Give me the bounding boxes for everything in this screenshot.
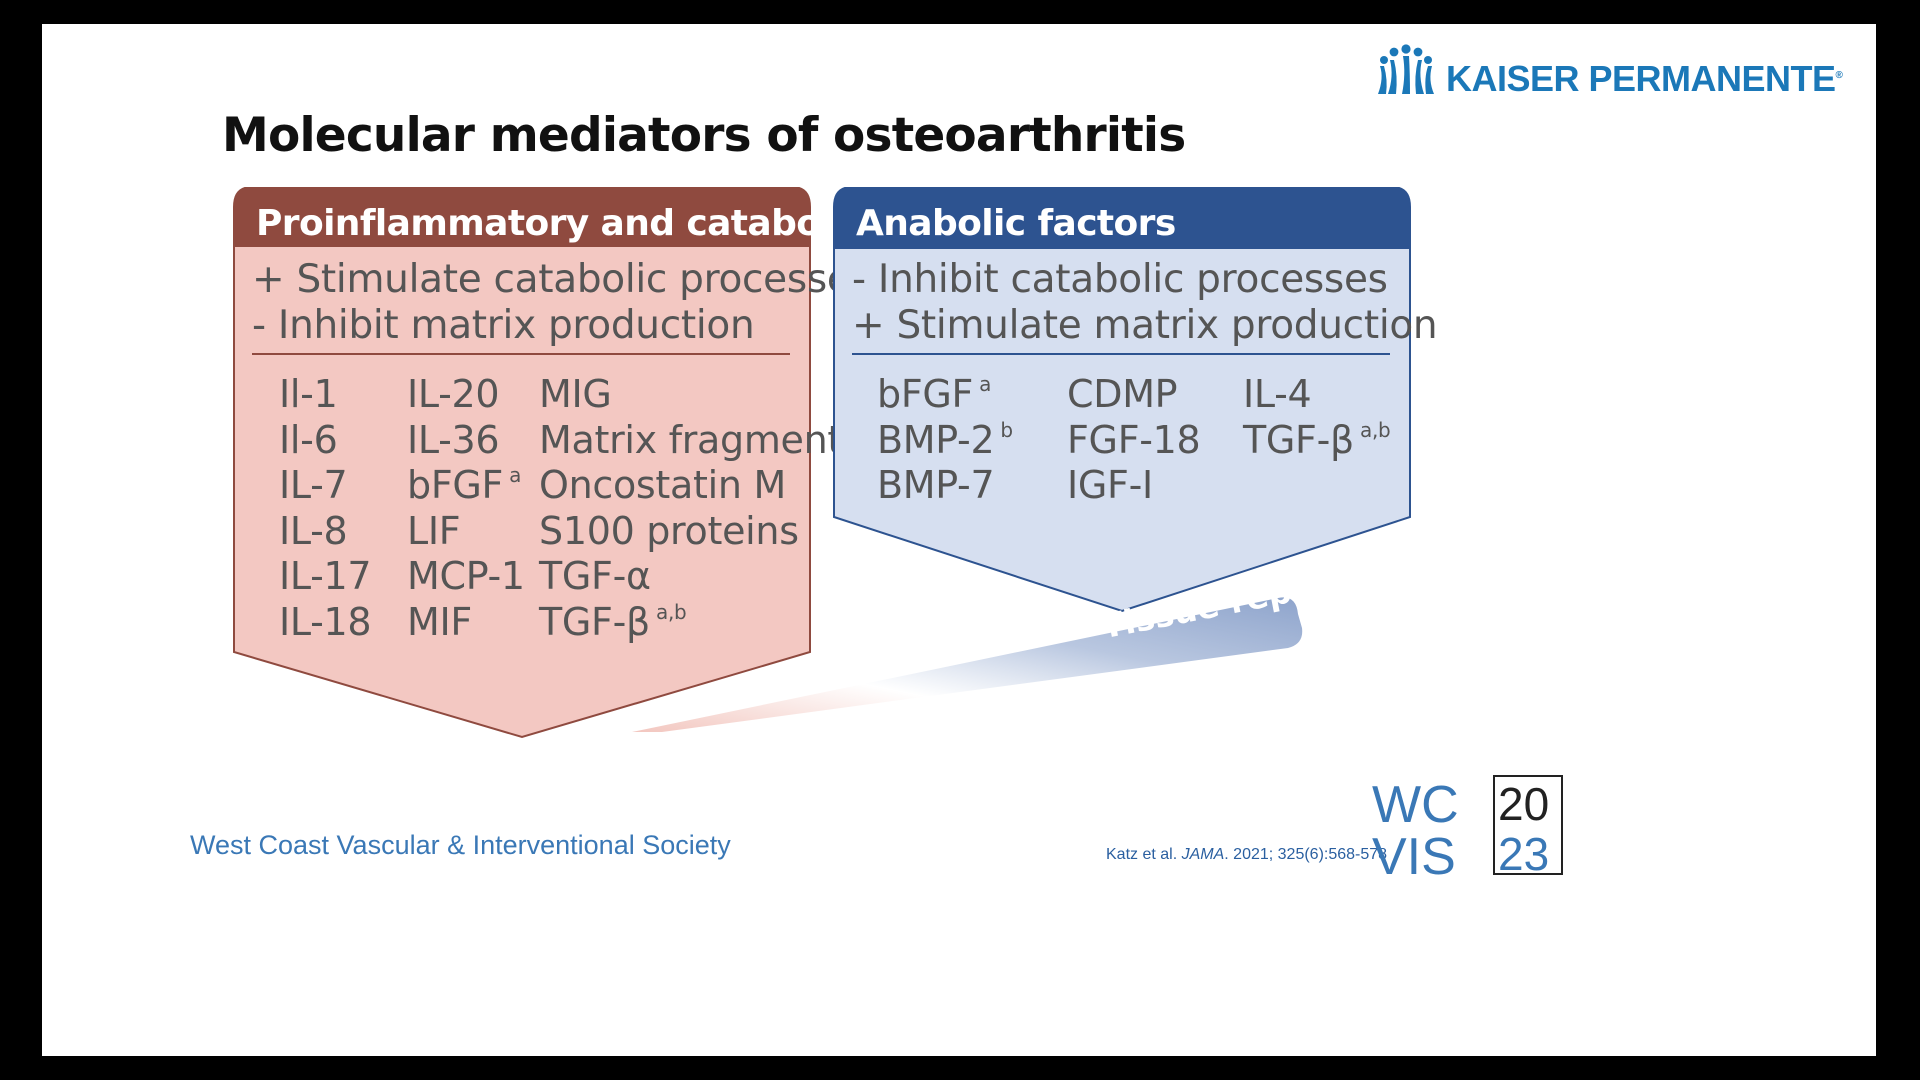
footnote-marker: a,b	[1359, 417, 1391, 442]
brand-name: KAISER PERMANENTE®	[1446, 58, 1843, 99]
factor-item: IL-17	[279, 554, 372, 598]
factor-item: bFGF a	[877, 372, 992, 416]
footnote-marker: b	[1000, 417, 1013, 442]
anabolic-panel-shape	[833, 187, 1411, 613]
factor-item: IL-4	[1243, 372, 1312, 416]
factor-item: MCP-1	[407, 554, 525, 598]
slide: KAISER PERMANENTE® Molecular mediators o…	[42, 24, 1876, 1056]
citation: Katz et al. JAMA. 2021; 325(6):568-578	[1106, 846, 1388, 863]
effect-line: + Stimulate matrix production	[852, 303, 1438, 348]
panel-divider	[852, 353, 1390, 355]
wcvis-2023-logo: WC VIS 20 23	[1372, 775, 1563, 878]
factor-item: bFGF a	[407, 463, 522, 507]
society-name: West Coast Vascular & Interventional Soc…	[190, 830, 731, 860]
logo-year-box	[1493, 775, 1563, 875]
anabolic-header: Anabolic factors	[856, 203, 1176, 244]
factor-item: IGF-I	[1067, 463, 1153, 507]
factor-item: Il-1	[279, 372, 338, 416]
proinflammatory-panel: Proinflammatory and catabolic factors + …	[232, 187, 1015, 739]
panel-divider	[252, 353, 790, 355]
factor-item: Oncostatin M	[539, 463, 786, 507]
factor-item: TGF-β a,b	[1243, 417, 1391, 462]
logo-letters-bottom: VIS	[1372, 828, 1456, 878]
factor-item: TGF-β a,b	[539, 599, 687, 644]
logo-year-top: 20	[1498, 778, 1549, 830]
tissue-repair-arrow	[632, 597, 1303, 732]
factor-item: MIG	[539, 372, 612, 416]
effect-line: - Inhibit catabolic processes	[852, 257, 1388, 302]
factor-item: IL-20	[407, 372, 500, 416]
factor-item: S100 proteins	[539, 508, 799, 553]
footnote-marker: a	[979, 372, 992, 396]
logo-letters-top: WC	[1372, 776, 1459, 834]
factor-item: LIF	[407, 508, 461, 553]
factor-item: IL-18	[279, 599, 372, 644]
factor-item: Il-6	[279, 417, 338, 462]
factor-item: MIF	[407, 599, 472, 644]
effect-line: + Stimulate catabolic processes	[252, 257, 871, 302]
proinflammatory-panel-shape	[233, 187, 811, 739]
factor-item: IL-36	[407, 417, 500, 462]
factor-item: TGF-α	[539, 554, 651, 598]
factor-item: IL-8	[279, 508, 348, 553]
slide-title: Molecular mediators of osteoarthritis	[222, 108, 1186, 163]
factor-item: BMP-7	[877, 463, 995, 507]
factor-item: BMP-2 b	[877, 417, 1013, 462]
factor-item: IL-7	[279, 463, 348, 507]
factor-item: Matrix fragments	[539, 417, 862, 462]
kaiser-permanente-logo: KAISER PERMANENTE®	[1374, 34, 1844, 109]
logo-year-bottom: 23	[1498, 828, 1549, 878]
footnote-marker: a	[509, 463, 522, 487]
factor-item: FGF-18	[1067, 417, 1201, 462]
effect-line: - Inhibit matrix production	[252, 303, 755, 348]
footnote-marker: a,b	[655, 599, 687, 624]
anabolic-panel: Anabolic factors - Inhibit catabolic pro…	[832, 187, 1438, 617]
factor-item: CDMP	[1067, 372, 1178, 416]
kaiser-sunburst-icon	[1378, 44, 1434, 94]
